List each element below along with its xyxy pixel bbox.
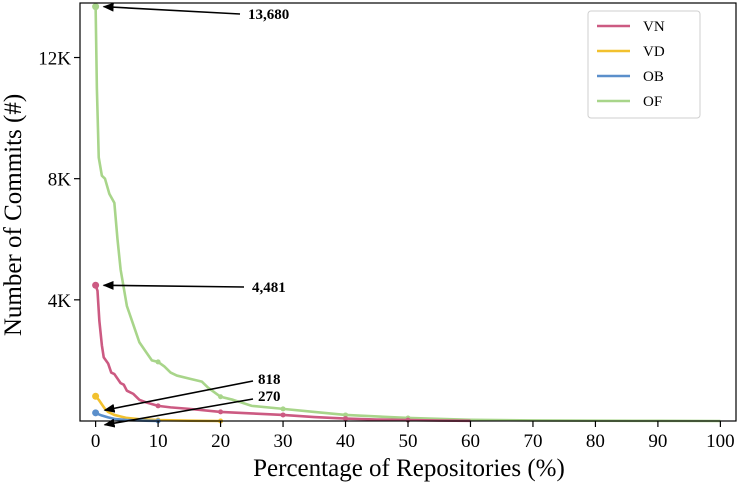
- annotation-arrow-of: [102, 2, 241, 15]
- data-point-vn: [280, 412, 286, 418]
- annotation-label-of: 13,680: [248, 7, 289, 23]
- y-axis-title: Number of Commits (#): [0, 94, 27, 336]
- series-line-vn: [94, 284, 471, 423]
- y-tick-label: 12K: [38, 49, 71, 70]
- data-point-vn: [155, 403, 161, 409]
- annotation-label-ob: 270: [258, 389, 281, 405]
- data-point-ob: [92, 409, 100, 417]
- axes: 0 10 20 30 40 50 60 70 80 90 100 4K 8K 12K: [38, 2, 737, 452]
- x-tick-label: 70: [523, 431, 542, 452]
- legend-label-of: OF: [643, 94, 662, 110]
- data-point-of: [280, 406, 286, 412]
- series-line-of: [94, 6, 721, 423]
- data-point-of: [218, 394, 224, 400]
- legend-box: [587, 10, 701, 119]
- y-tick-label: 4K: [48, 291, 72, 312]
- data-point-vd: [92, 392, 100, 400]
- annotation-label-vn: 4,481: [252, 280, 286, 296]
- x-axis-title: Percentage of Repositories (%): [253, 455, 565, 482]
- x-tick-label: 80: [586, 431, 605, 452]
- data-point-vn: [92, 281, 100, 289]
- x-tick-label: 100: [706, 431, 735, 452]
- x-tick-label: 50: [399, 431, 418, 452]
- data-point-vn: [343, 416, 349, 422]
- x-tick-label: 40: [336, 431, 355, 452]
- y-tick-label: 8K: [48, 170, 72, 191]
- legend-label-ob: OB: [643, 69, 664, 85]
- data-point-of: [92, 3, 100, 11]
- legend-label-vn: VN: [643, 19, 665, 35]
- data-point-of: [343, 412, 349, 418]
- annotation-arrow-ob: [103, 398, 254, 428]
- annotation-arrow-vn: [102, 280, 245, 290]
- annotation-label-vd: 818: [258, 372, 281, 388]
- x-tick-label: 30: [274, 431, 293, 452]
- data-point-of: [155, 359, 161, 365]
- legend: VN VD OB OF: [587, 10, 701, 119]
- x-tick-label: 10: [149, 431, 168, 452]
- x-tick-label: 60: [461, 431, 480, 452]
- x-tick-label: 90: [648, 431, 667, 452]
- x-tick-label: 0: [91, 431, 101, 452]
- x-tick-label: 20: [211, 431, 230, 452]
- data-point-vn: [218, 409, 224, 415]
- series-line-vd: [94, 395, 221, 423]
- annotation-arrow-vd: [103, 380, 254, 413]
- legend-label-vd: VD: [643, 44, 665, 60]
